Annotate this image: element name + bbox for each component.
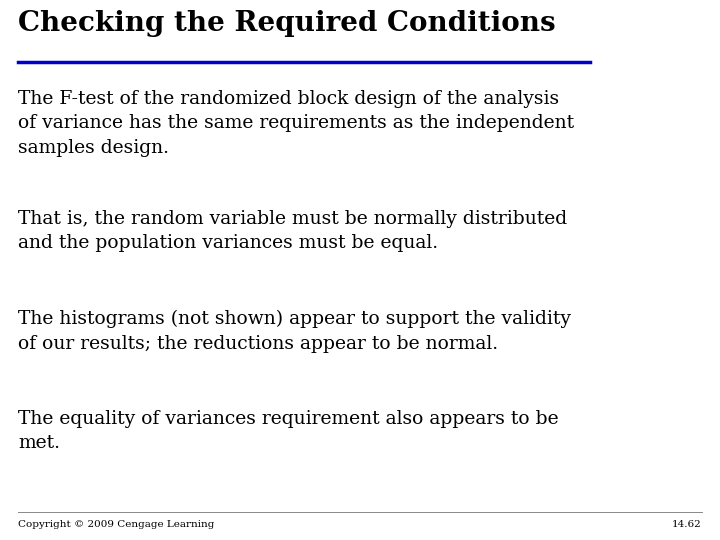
Text: 14.62: 14.62 [672,520,702,529]
Text: That is, the random variable must be normally distributed
and the population var: That is, the random variable must be nor… [18,210,567,252]
Text: The F-test of the randomized block design of the analysis
of variance has the sa: The F-test of the randomized block desig… [18,90,574,157]
Text: Checking the Required Conditions: Checking the Required Conditions [18,10,556,37]
Text: Copyright © 2009 Cengage Learning: Copyright © 2009 Cengage Learning [18,520,215,529]
Text: The histograms (not shown) appear to support the validity
of our results; the re: The histograms (not shown) appear to sup… [18,310,571,353]
Text: The equality of variances requirement also appears to be
met.: The equality of variances requirement al… [18,410,559,453]
